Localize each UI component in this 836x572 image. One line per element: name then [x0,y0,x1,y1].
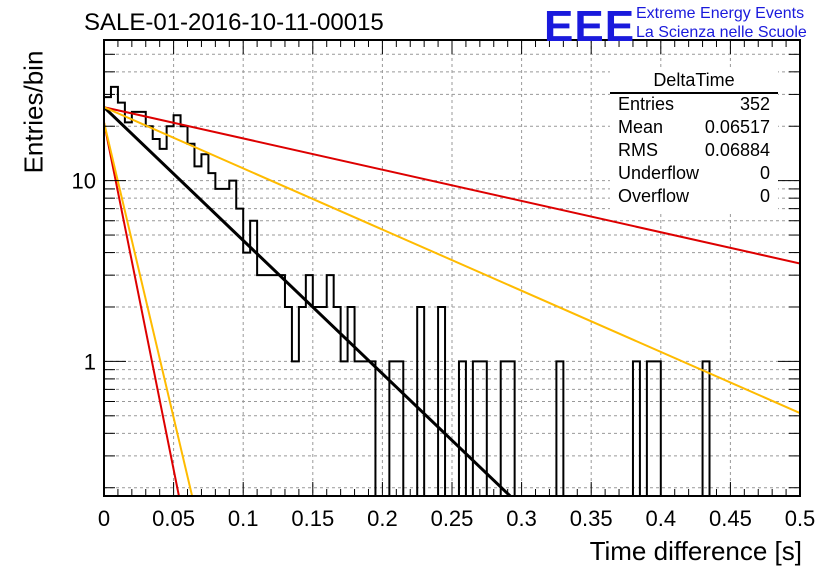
y-tick-label: 1 [84,349,96,374]
stats-value: 0 [759,163,770,183]
logo-line-2: La Scienza nelle Scuole [636,24,807,41]
stats-label: RMS [618,140,658,160]
axes [103,39,801,497]
fit-curves [104,106,800,496]
y-axis-label: Entries/bin [18,50,49,174]
stats-divider [610,92,778,94]
x-tick-label: 0.15 [291,506,334,531]
x-tick-label: 0.25 [431,506,474,531]
x-tick-label: 0.5 [785,506,816,531]
x-tick-label: 0.05 [152,506,195,531]
stats-row-entries: Entries 352 [618,94,770,115]
y-tick-labels: 1 10 [72,169,96,375]
histogram-bars [104,85,800,497]
fit-line-2 [104,106,800,414]
x-tick-label: 0.45 [709,506,752,531]
stats-label: Underflow [618,163,700,183]
x-tick-label: 0.1 [228,506,259,531]
stats-value: 0.06884 [704,140,770,160]
stats-label: Mean [618,117,664,137]
stats-value: 0.06517 [704,117,770,137]
x-tick-label: 0.3 [506,506,537,531]
stats-row-rms: RMS 0.06884 [618,140,770,161]
x-tick-label: 0.35 [570,506,613,531]
fit-line-4 [104,122,194,496]
y-tick-label: 10 [72,169,96,194]
stats-value: 0 [759,186,770,206]
stats-row-mean: Mean 0.06517 [618,117,770,138]
stats-label: Entries [618,94,675,114]
logo-line-1: Extreme Energy Events [636,5,805,22]
x-tick-label: 0.4 [646,506,677,531]
chart-title: SALE-01-2016-10-11-00015 [84,9,384,36]
x-axis-label: Time difference [s] [589,536,802,566]
x-tick-label: 0.2 [367,506,398,531]
stats-label: Overflow [618,186,690,206]
stats-title: DeltaTime [653,70,735,90]
fit-line-1 [104,106,800,265]
eee-logo: EEE [544,2,636,51]
stats-value: 352 [739,94,770,114]
stats-row-underflow: Underflow 0 [618,163,770,184]
x-tick-labels: 0 0.05 0.1 0.15 0.2 0.25 0.3 0.35 0.4 0.45 0.5 [98,506,815,531]
histogram-outline [104,85,800,497]
fit-line-3 [104,122,180,496]
fit-line-0 [104,106,512,496]
stats-row-overflow: Overflow 0 [618,186,770,207]
x-tick-label: 0 [98,506,110,531]
stats-box: DeltaTime Entries 352 Mean 0.06517 RMS 0… [610,70,778,212]
